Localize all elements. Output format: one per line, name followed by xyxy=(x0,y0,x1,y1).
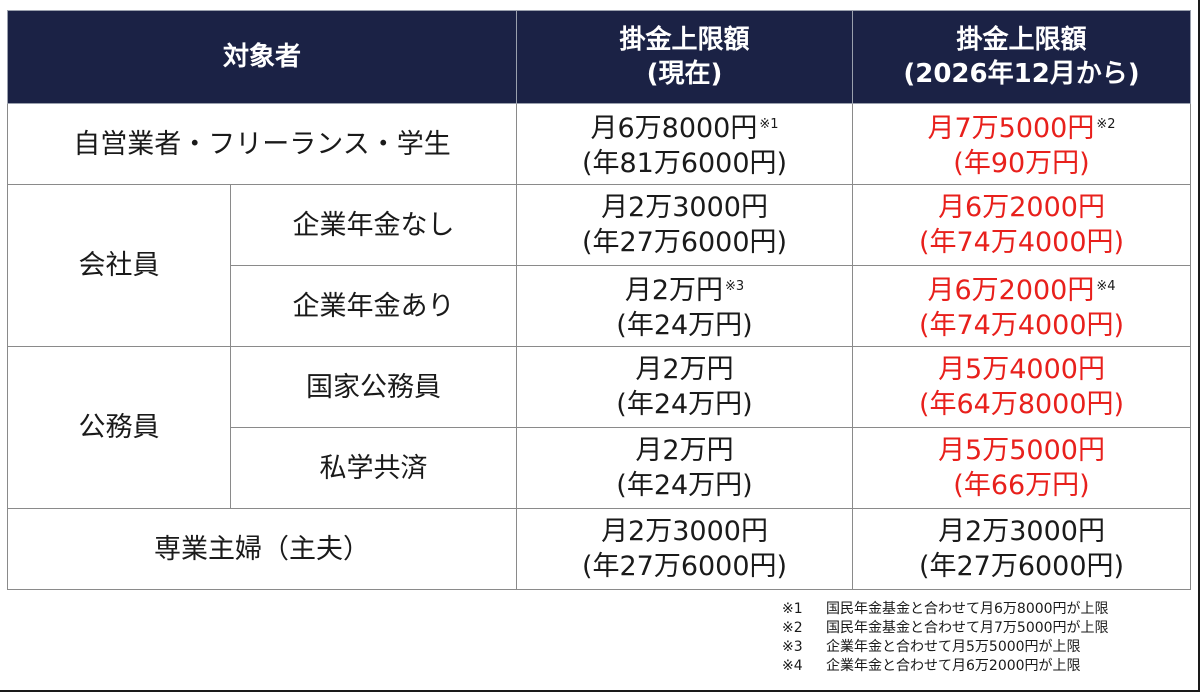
footnote-item: ※4 企業年金と合わせて月6万2000円が上限 xyxy=(782,658,1081,674)
future-limit-cell: 月2万3000円 (年27万6000円) xyxy=(852,508,1192,590)
header-current: 掛金上限額 (現在) xyxy=(516,10,854,104)
table-row: 自営業者・フリーランス・学生 月6万8000円 ※1 (年81万6000円) 月7… xyxy=(6,103,1192,185)
footnote-mark: ※1 xyxy=(759,117,779,132)
future-limit-cell: 月6万2000円 ※4 (年74万4000円) xyxy=(852,265,1192,347)
row-sublabel-national: 国家公務員 xyxy=(229,346,518,428)
current-limit-cell: 月2万円 (年24万円) xyxy=(516,346,854,428)
row-label-homemaker: 専業主婦（主夫） xyxy=(6,508,518,590)
header-row: 対象者 掛金上限額 (現在) 掛金上限額 (2026年12月から) xyxy=(6,10,1192,104)
future-limit-cell: 月5万5000円 (年66万円) xyxy=(852,427,1192,509)
row-label-self-employed: 自営業者・フリーランス・学生 xyxy=(6,103,518,185)
footnote-mark: ※2 xyxy=(1096,117,1116,132)
table-row: 企業年金あり 月2万円 ※3 (年24万円) 月6万2000円 ※4 (年74万40… xyxy=(8,265,1192,347)
footnote-item: ※2 国民年金基金と合わせて月7万5000円が上限 xyxy=(782,620,1109,636)
current-limit-cell: 月2万円 (年24万円) xyxy=(516,427,854,509)
row-sublabel-no-pension: 企業年金なし xyxy=(229,184,518,266)
table-row: 会社員 企業年金なし 月2万3000円 (年27万6000円) 月6万2000円… xyxy=(7,184,1192,347)
current-limit-cell: 月6万8000円 ※1 (年81万6000円) xyxy=(516,103,854,185)
contribution-limit-table: 対象者 掛金上限額 (現在) 掛金上限額 (2026年12月から) 自営業者・フ… xyxy=(6,10,1192,590)
future-limit-cell: 月5万4000円 (年64万8000円) xyxy=(852,346,1192,428)
footnote-item: ※1 国民年金基金と合わせて月6万8000円が上限 xyxy=(782,601,1109,617)
future-limit-cell: 月6万2000円 (年74万4000円) xyxy=(852,184,1192,266)
footnote-item: ※3 企業年金と合わせて月5万5000円が上限 xyxy=(782,639,1081,655)
row-label-employee: 会社員 xyxy=(7,184,231,347)
row-sublabel-with-pension: 企業年金あり xyxy=(229,265,518,347)
row-sublabel-private-school: 私学共済 xyxy=(229,427,518,509)
current-limit-cell: 月2万3000円 (年27万6000円) xyxy=(516,184,854,266)
footnote-mark: ※4 xyxy=(1096,279,1116,294)
current-limit-cell: 月2万3000円 (年27万6000円) xyxy=(516,508,854,590)
header-future: 掛金上限額 (2026年12月から) xyxy=(852,10,1192,104)
footnotes: ※1 国民年金基金と合わせて月6万8000円が上限 ※2 国民年金基金と合わせて月7… xyxy=(782,600,1109,676)
header-target: 対象者 xyxy=(6,10,518,104)
table-row: 専業主婦（主夫） 月2万3000円 (年27万6000円) 月2万3000円 (… xyxy=(6,508,1192,590)
table-row: 公務員 国家公務員 月2万円 (年24万円) 月5万4000円 (年64万800… xyxy=(7,346,1192,509)
current-limit-cell: 月2万円 ※3 (年24万円) xyxy=(516,265,854,347)
footnote-mark: ※3 xyxy=(725,279,745,294)
future-limit-cell: 月7万5000円 ※2 (年90万円) xyxy=(852,103,1192,185)
row-label-civil-servant: 公務員 xyxy=(7,346,231,509)
